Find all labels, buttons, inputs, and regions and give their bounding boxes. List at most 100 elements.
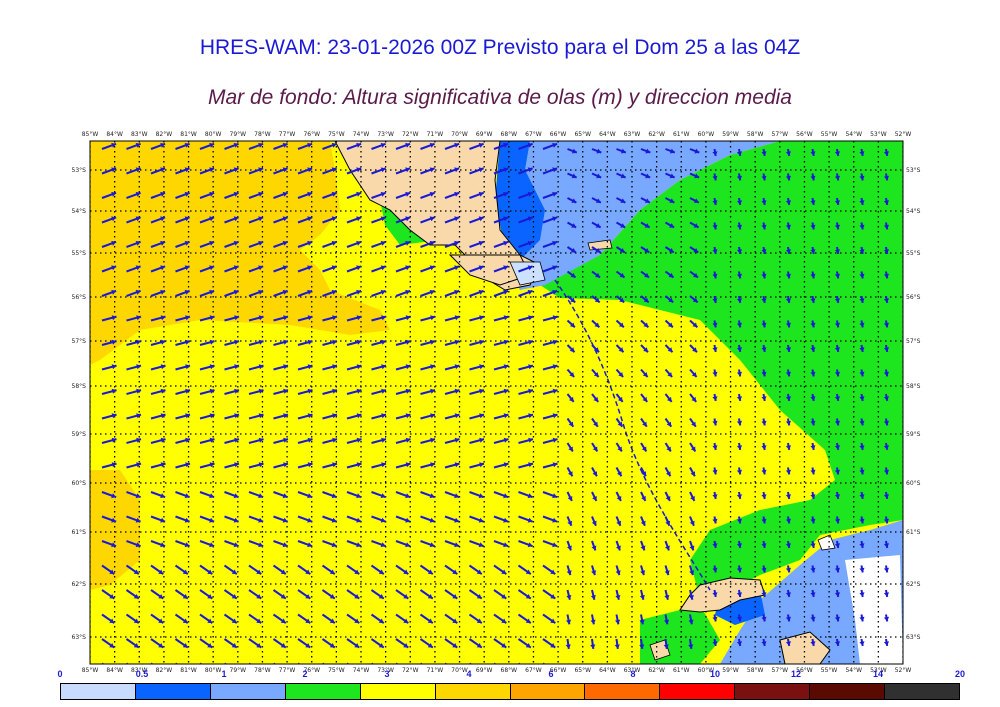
lat-label: 62°S — [72, 581, 87, 588]
track-line — [554, 279, 711, 591]
direction-arrow — [785, 344, 792, 353]
direction-arrow — [322, 191, 337, 199]
direction-arrow — [101, 364, 117, 371]
direction-arrow — [444, 364, 460, 371]
direction-arrow — [785, 271, 792, 279]
direction-arrow — [469, 315, 485, 322]
direction-arrow — [248, 315, 264, 322]
direction-arrow — [346, 388, 362, 395]
direction-arrow — [175, 315, 191, 322]
lon-label: 60°W — [698, 131, 715, 138]
direction-arrow — [150, 191, 166, 199]
direction-arrow — [297, 339, 313, 346]
direction-arrow — [542, 265, 558, 273]
colorbar-swatch — [660, 684, 736, 699]
direction-arrow — [469, 388, 485, 395]
direction-arrow — [493, 462, 509, 469]
direction-arrow — [199, 289, 215, 297]
direction-arrow — [150, 491, 166, 499]
direction-arrow — [518, 413, 534, 420]
direction-arrow — [761, 320, 767, 328]
direction-arrow — [346, 364, 362, 371]
direction-arrow — [224, 216, 239, 224]
direction-arrow — [224, 515, 239, 523]
direction-arrow — [370, 589, 385, 600]
direction-arrow — [297, 589, 311, 600]
direction-arrow — [346, 142, 362, 150]
direction-arrow — [542, 364, 558, 371]
direction-arrow — [469, 265, 484, 273]
direction-arrow — [395, 240, 411, 248]
direction-arrow — [542, 613, 556, 624]
direction-arrow — [469, 142, 484, 150]
direction-arrow — [591, 368, 600, 378]
direction-arrow — [273, 142, 288, 150]
direction-arrow — [322, 462, 338, 469]
lat-label: 62°S — [906, 581, 921, 588]
direction-arrow — [834, 467, 841, 475]
direction-arrow — [322, 388, 338, 395]
direction-arrow — [150, 540, 166, 548]
direction-arrow — [834, 442, 841, 451]
direction-arrow — [322, 339, 338, 346]
direction-arrow — [322, 240, 337, 248]
direction-arrow — [712, 516, 718, 524]
lat-label: 53°S — [906, 167, 921, 174]
direction-arrow — [420, 540, 435, 548]
direction-arrow — [834, 614, 841, 622]
direction-arrow — [542, 216, 558, 224]
direction-arrow — [689, 565, 695, 576]
direction-arrow — [859, 393, 865, 402]
direction-arrow — [273, 540, 288, 548]
direction-arrow — [834, 148, 841, 157]
direction-arrow — [395, 142, 411, 150]
direction-arrow — [199, 589, 213, 600]
direction-arrow — [395, 613, 409, 624]
direction-arrow — [199, 515, 215, 523]
direction-arrow — [126, 339, 142, 346]
direction-arrow — [199, 388, 215, 395]
direction-arrow — [591, 148, 602, 154]
direction-arrow — [322, 364, 338, 371]
direction-arrow — [150, 142, 166, 150]
direction-arrow — [614, 638, 620, 650]
direction-arrow — [199, 315, 215, 322]
direction-arrow — [664, 344, 674, 353]
direction-arrow — [395, 339, 411, 346]
blue-area-strait — [495, 141, 545, 260]
direction-arrow — [346, 339, 362, 346]
direction-arrow — [664, 516, 671, 527]
direction-arrow — [712, 614, 718, 622]
direction-arrow — [810, 271, 816, 279]
direction-arrow — [468, 613, 483, 624]
lon-label: 66°W — [550, 667, 567, 674]
direction-arrow — [174, 564, 189, 575]
direction-arrow — [395, 315, 411, 322]
lon-labels-top: 85°W 84°W 83°W 82°W 81°W 80°W 79°W 78°W 77°W 76°W… — [82, 131, 912, 138]
direction-arrow — [615, 319, 625, 329]
direction-arrow — [273, 167, 288, 175]
direction-arrow — [859, 614, 865, 622]
direction-arrow — [761, 197, 767, 206]
direction-arrow — [664, 393, 673, 403]
direction-arrow — [518, 388, 534, 395]
direction-arrow — [272, 638, 287, 649]
direction-arrow — [591, 565, 597, 576]
direction-arrow — [518, 437, 534, 444]
direction-arrow — [859, 467, 865, 475]
direction-arrow — [224, 364, 240, 371]
colorbar — [60, 683, 960, 700]
direction-arrow — [810, 295, 816, 304]
direction-arrow — [321, 589, 336, 600]
direction-arrow — [518, 265, 533, 273]
direction-arrow — [518, 515, 533, 523]
direction-arrow — [761, 638, 767, 647]
direction-arrow — [810, 369, 816, 377]
direction-arrow — [101, 589, 115, 600]
lon-label: 84°W — [106, 131, 123, 138]
direction-arrow — [665, 172, 676, 179]
direction-arrow — [689, 148, 700, 154]
direction-arrow — [224, 315, 240, 322]
direction-arrow — [859, 589, 865, 598]
direction-arrow — [566, 393, 575, 403]
